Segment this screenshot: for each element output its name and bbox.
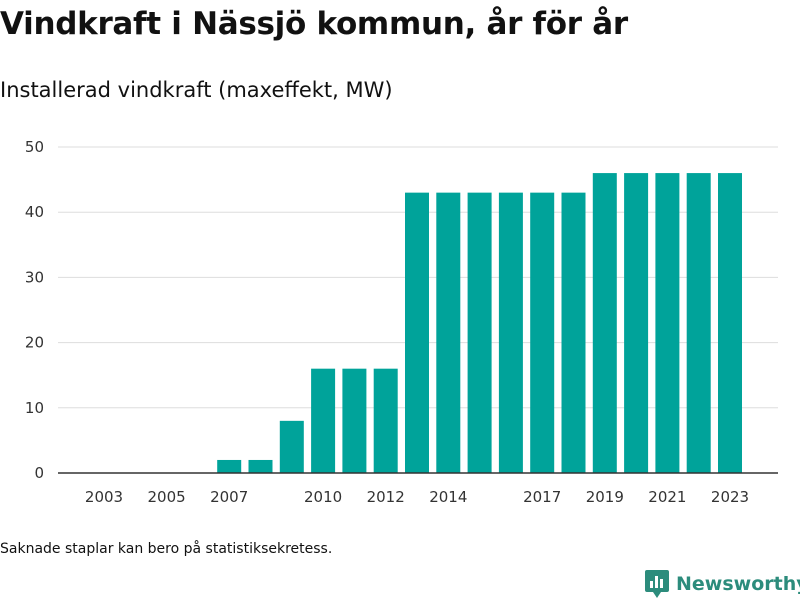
bar-2015	[467, 192, 492, 473]
x-tick-label: 2019	[586, 488, 624, 506]
x-tick-label: 2010	[304, 488, 342, 506]
x-tick-label: 2021	[648, 488, 686, 506]
bar-2017	[530, 192, 555, 473]
bar-2013	[405, 192, 429, 473]
y-axis-tick-labels: 0 10 20 30 40 50	[25, 138, 44, 482]
bar-2009	[279, 420, 304, 473]
bar-2022	[686, 173, 711, 473]
y-tick-label: 50	[25, 138, 44, 156]
x-tick-label: 2012	[367, 488, 405, 506]
chart-subtitle: Installerad vindkraft (maxeffekt, MW)	[0, 78, 393, 102]
y-tick-label: 40	[25, 203, 44, 221]
x-tick-label: 2023	[711, 488, 749, 506]
bar-2020	[624, 173, 649, 473]
footnote: Saknade staplar kan bero på statistiksek…	[0, 541, 333, 557]
bar-2014	[436, 192, 461, 473]
bar-2011	[342, 368, 367, 473]
bar-2021	[655, 173, 680, 473]
bar-2019	[592, 173, 617, 473]
y-tick-label: 20	[25, 334, 44, 352]
bar-2008	[248, 459, 273, 473]
bar-2023	[718, 173, 742, 473]
x-tick-label: 2005	[148, 488, 186, 506]
x-axis-tick-labels: 2003 2005 2007 2010 2012 2014 2017 2019 2021 2023	[85, 488, 749, 506]
y-tick-label: 0	[34, 464, 44, 482]
bar-2007	[217, 459, 242, 473]
chart-title: Vindkraft i Nässjö kommun, år för år	[0, 6, 628, 42]
bar-2016	[498, 192, 523, 473]
y-tick-label: 30	[25, 268, 44, 286]
newsworthy-logo-icon	[645, 570, 669, 598]
x-tick-label: 2017	[523, 488, 561, 506]
bars	[217, 173, 742, 473]
bar-2012	[373, 368, 398, 473]
x-tick-label: 2014	[429, 488, 467, 506]
x-tick-label: 2007	[210, 488, 248, 506]
newsworthy-logo[interactable]: Newsworthy	[644, 569, 800, 599]
x-tick-label: 2003	[85, 488, 123, 506]
y-tick-label: 10	[25, 399, 44, 417]
bar-2018	[561, 192, 586, 473]
brand-name: Newsworthy	[676, 573, 800, 595]
bar-2010	[311, 368, 336, 473]
